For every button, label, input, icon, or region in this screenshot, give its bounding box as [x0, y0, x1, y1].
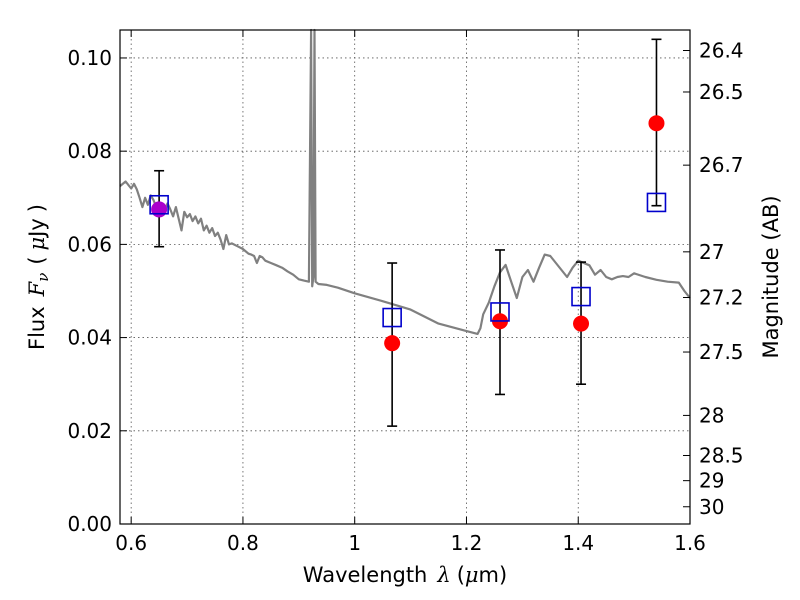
model-photometry-point [149, 194, 169, 215]
x-axis-title-mu: μ [465, 563, 479, 587]
model-photometry-point [646, 192, 667, 213]
observed-point [573, 315, 590, 332]
x-tick-label: 1.6 [674, 531, 706, 555]
y2-tick-label: 30 [699, 495, 724, 519]
y-tick-label: 0.06 [67, 232, 112, 256]
y-axis-title-subscript: ν [34, 273, 52, 282]
model-photometry-point [490, 302, 510, 322]
sed-model-line [119, 28, 691, 335]
x-tick-label: 1.2 [451, 531, 483, 555]
x-axis-title-unit: m) [479, 563, 508, 587]
observed-point [151, 201, 168, 218]
y2-tick-label: 28 [699, 403, 724, 427]
sed-model-group [119, 28, 691, 335]
y-axis-title-paren-close: ) [25, 204, 49, 212]
y-axis-title: Flux Fν ( μJy) [25, 204, 52, 350]
plot-frame [119, 29, 691, 525]
x-tick-label: 0.8 [227, 531, 259, 555]
grid-group [120, 30, 690, 524]
y2-tick-label: 27.5 [699, 340, 744, 364]
x-tick-label: 1.4 [562, 531, 594, 555]
y2-tick-label: 29 [699, 469, 724, 493]
x-tick-label: 1 [348, 531, 361, 555]
observed-points-group [151, 38, 665, 427]
y2-tick-label: 26.5 [699, 80, 744, 104]
x-axis-title-word: Wavelength [303, 563, 428, 587]
y2-tick-label: 26.7 [699, 153, 744, 177]
y-axis-title-symbol: F [25, 280, 49, 297]
y-axis-title-unit: Jy [25, 218, 49, 239]
y2-axis-title: Magnitude (AB) [759, 195, 783, 358]
observed-point [384, 335, 401, 352]
model-photometry-group [149, 192, 667, 328]
x-axis-title: Wavelength λ (μm) [303, 563, 507, 587]
y-tick-label: 0.08 [67, 139, 112, 163]
y-tick-label: 0.02 [67, 419, 112, 443]
x-axis-title-symbol: λ [436, 563, 450, 587]
x-axis-group: 0.6 0.8 1 1.2 1.4 1.6 [115, 30, 706, 555]
y-axis-group: 0.00 0.02 0.04 0.06 0.08 0.10 [67, 46, 127, 536]
x-axis-title-paren: ( [457, 563, 465, 587]
y-tick-label: 0.00 [67, 512, 112, 536]
x-tick-label: 0.6 [115, 531, 147, 555]
y-axis-title-paren-open: ( [25, 256, 49, 264]
y-tick-label: 0.10 [67, 46, 112, 70]
model-photometry-point [571, 286, 591, 307]
y2-tick-label: 28.5 [699, 443, 744, 467]
model-photometry-point [382, 307, 402, 328]
y-axis-title-word: Flux [25, 306, 49, 350]
y2-tick-label: 26.4 [699, 39, 744, 63]
y2-tick-label: 27.2 [699, 286, 744, 310]
y-tick-label: 0.04 [67, 326, 112, 350]
observed-point [648, 115, 665, 132]
y2-tick-label: 27 [699, 240, 724, 264]
y-axis-title-mu: μ [25, 237, 49, 251]
